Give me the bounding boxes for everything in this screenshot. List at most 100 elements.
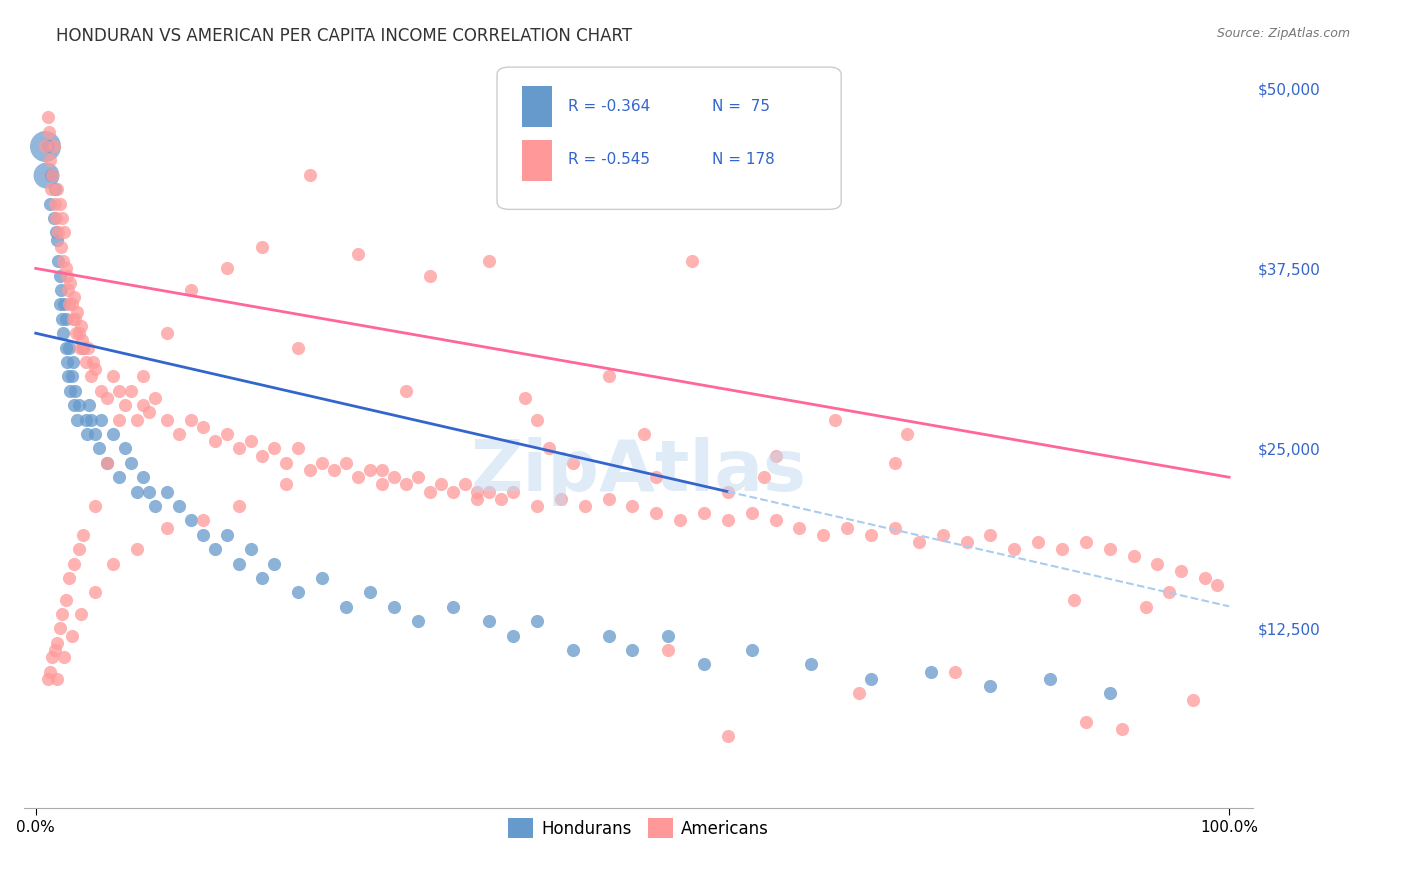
Point <box>39 168 62 182</box>
Point <box>46 233 69 247</box>
Point <box>48 268 70 283</box>
Point <box>311 456 333 470</box>
Point <box>276 477 298 491</box>
Point <box>127 484 149 499</box>
Point <box>908 535 931 549</box>
Point <box>59 276 82 290</box>
Point <box>167 427 190 442</box>
Point <box>38 125 60 139</box>
Point <box>48 196 70 211</box>
Point <box>114 442 136 456</box>
Point <box>120 456 142 470</box>
Point <box>752 470 775 484</box>
Point <box>37 139 59 153</box>
Point <box>395 477 418 491</box>
Point <box>48 622 70 636</box>
Point <box>1206 578 1229 592</box>
Point <box>180 283 202 297</box>
Point <box>156 326 179 341</box>
Point <box>478 254 501 268</box>
Point <box>920 665 942 679</box>
Point <box>72 341 94 355</box>
Point <box>63 311 86 326</box>
Point <box>419 484 441 499</box>
Point <box>69 341 91 355</box>
Point <box>287 341 309 355</box>
Point <box>180 412 202 426</box>
Point <box>39 182 62 196</box>
Point <box>60 369 83 384</box>
Point <box>75 412 97 426</box>
FancyBboxPatch shape <box>522 86 553 127</box>
Point <box>48 226 70 240</box>
Point <box>299 463 322 477</box>
Text: R = -0.364: R = -0.364 <box>568 98 651 113</box>
Point <box>46 636 69 650</box>
Point <box>359 463 381 477</box>
Point <box>204 434 226 449</box>
Point <box>39 665 62 679</box>
Point <box>441 484 464 499</box>
Point <box>395 384 418 398</box>
Point <box>65 326 87 341</box>
Point <box>347 247 370 261</box>
Point <box>46 672 69 686</box>
Point <box>371 463 394 477</box>
Point <box>228 442 250 456</box>
Point <box>1074 714 1097 729</box>
Point <box>143 391 166 405</box>
Point <box>502 484 524 499</box>
Point <box>789 521 811 535</box>
Point <box>63 384 86 398</box>
Point <box>645 470 668 484</box>
Point <box>204 542 226 557</box>
Point <box>406 614 429 628</box>
Point <box>215 528 238 542</box>
Point <box>90 384 112 398</box>
Point <box>669 513 692 527</box>
Point <box>108 384 131 398</box>
Point <box>67 542 90 557</box>
Point <box>55 311 77 326</box>
Text: N =  75: N = 75 <box>711 98 770 113</box>
Point <box>82 355 104 369</box>
Point <box>58 571 80 585</box>
Point <box>138 405 160 419</box>
Point <box>76 427 98 442</box>
Point <box>1098 542 1121 557</box>
Point <box>35 168 58 182</box>
Point <box>252 240 274 254</box>
Point <box>1050 542 1073 557</box>
Point <box>53 650 76 665</box>
Point <box>87 442 110 456</box>
Point <box>62 355 84 369</box>
Point <box>41 650 63 665</box>
Point <box>55 592 77 607</box>
Text: HONDURAN VS AMERICAN PER CAPITA INCOME CORRELATION CHART: HONDURAN VS AMERICAN PER CAPITA INCOME C… <box>56 27 633 45</box>
Point <box>132 470 155 484</box>
Point <box>191 419 214 434</box>
Point <box>72 334 94 348</box>
Point <box>693 506 716 520</box>
Point <box>311 571 333 585</box>
Point <box>1002 542 1025 557</box>
Point <box>66 304 89 318</box>
Point <box>191 513 214 527</box>
Point <box>478 614 501 628</box>
Point <box>48 254 70 268</box>
Point <box>138 484 160 499</box>
Point <box>132 369 155 384</box>
Point <box>1098 686 1121 700</box>
Point <box>598 369 620 384</box>
Point <box>741 506 763 520</box>
Point <box>287 442 309 456</box>
Point <box>53 226 76 240</box>
Point <box>633 427 655 442</box>
Point <box>103 427 125 442</box>
Point <box>717 730 740 744</box>
Point <box>382 470 405 484</box>
Point <box>70 318 93 333</box>
Point <box>127 412 149 426</box>
Point <box>621 643 644 657</box>
Text: Source: ZipAtlas.com: Source: ZipAtlas.com <box>1216 27 1350 40</box>
